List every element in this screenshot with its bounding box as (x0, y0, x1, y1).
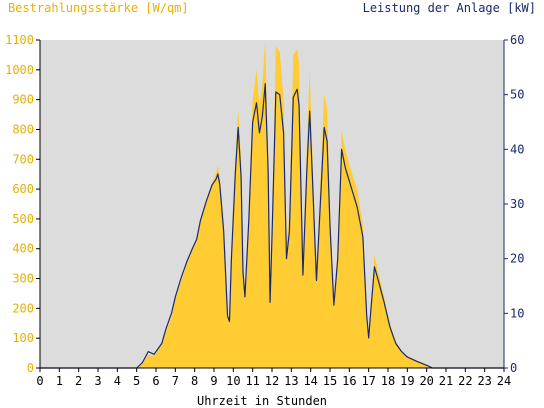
axes-layer: 0100200300400500600700800900100011000102… (5, 33, 524, 388)
x-tick-label: 10 (226, 374, 240, 388)
y-left-tick-label: 700 (12, 152, 34, 166)
y-left-tick-label: 0 (27, 361, 34, 375)
y-left-tick-label: 400 (12, 242, 34, 256)
y-left-tick-label: 200 (12, 301, 34, 315)
irradiance-area (40, 40, 504, 368)
x-tick-label: 8 (191, 374, 198, 388)
x-tick-label: 15 (323, 374, 337, 388)
y-left-tick-label: 500 (12, 212, 34, 226)
x-tick-label: 0 (36, 374, 43, 388)
x-tick-label: 21 (439, 374, 453, 388)
x-tick-label: 5 (133, 374, 140, 388)
y-right-tick-label: 20 (510, 252, 524, 266)
x-tick-label: 14 (303, 374, 317, 388)
left-axis-title: Bestrahlungsstärke [W/qm] (8, 1, 189, 15)
x-tick-label: 11 (245, 374, 259, 388)
x-tick-label: 19 (400, 374, 414, 388)
y-left-tick-label: 300 (12, 272, 34, 286)
y-right-tick-label: 40 (510, 142, 524, 156)
y-right-tick-label: 30 (510, 197, 524, 211)
y-right-tick-label: 60 (510, 33, 524, 47)
y-left-tick-label: 100 (12, 331, 34, 345)
x-tick-label: 18 (381, 374, 395, 388)
irradiance-area-layer (40, 40, 504, 368)
x-tick-label: 3 (94, 374, 101, 388)
x-tick-label: 23 (477, 374, 491, 388)
x-tick-label: 7 (172, 374, 179, 388)
x-tick-label: 20 (419, 374, 433, 388)
x-tick-label: 12 (265, 374, 279, 388)
x-tick-label: 17 (361, 374, 375, 388)
x-tick-label: 13 (284, 374, 298, 388)
y-left-tick-label: 1000 (5, 63, 34, 77)
y-left-tick-label: 600 (12, 182, 34, 196)
power-line (40, 83, 504, 369)
x-tick-label: 22 (458, 374, 472, 388)
right-axis-title: Leistung der Anlage [kW] (363, 1, 536, 15)
x-tick-label: 6 (152, 374, 159, 388)
y-right-tick-label: 50 (510, 88, 524, 102)
power-line-layer (40, 83, 504, 369)
y-left-tick-label: 900 (12, 93, 34, 107)
x-axis-title: Uhrzeit in Stunden (197, 394, 327, 408)
x-tick-label: 9 (210, 374, 217, 388)
x-tick-label: 2 (75, 374, 82, 388)
y-right-tick-label: 10 (510, 306, 524, 320)
x-tick-label: 24 (497, 374, 511, 388)
y-left-tick-label: 800 (12, 122, 34, 136)
x-tick-label: 16 (342, 374, 356, 388)
x-tick-label: 4 (114, 374, 121, 388)
y-right-tick-label: 0 (510, 361, 517, 375)
x-tick-label: 1 (56, 374, 63, 388)
y-left-tick-label: 1100 (5, 33, 34, 47)
